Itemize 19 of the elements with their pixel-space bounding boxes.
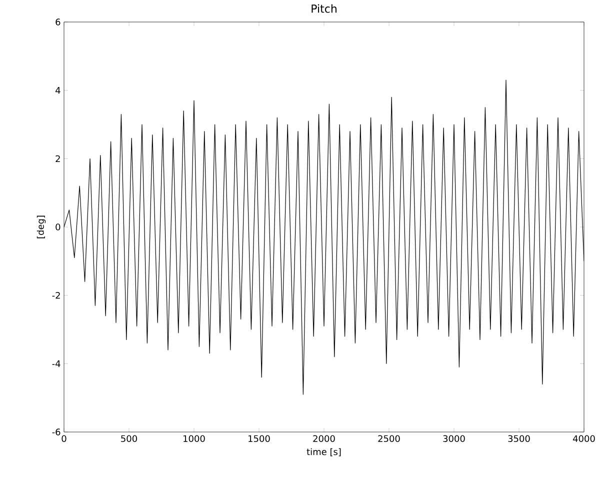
y-axis-title: [deg] (36, 216, 46, 238)
x-tick-label: 2500 (378, 435, 400, 442)
x-tick-label: 0 (62, 435, 66, 442)
x-tick-label: 2000 (313, 435, 335, 442)
chart-title: Pitch (312, 4, 336, 13)
y-tick-label: 4 (56, 87, 60, 94)
x-tick-label: 500 (121, 435, 137, 442)
y-tick-label: 0 (56, 224, 60, 230)
y-tick-label: 2 (56, 155, 60, 162)
x-tick-label: 3000 (443, 435, 465, 442)
x-axis-title: time [s] (306, 448, 341, 456)
y-tick-label: -2 (52, 292, 60, 299)
x-tick-label: 3500 (508, 435, 530, 442)
x-tick-label: 1000 (184, 435, 205, 442)
x-tick-label: 4000 (572, 435, 595, 442)
x-tick-label: 1500 (248, 435, 270, 442)
y-tick-label: -6 (52, 428, 60, 436)
y-tick-label: -4 (52, 360, 60, 367)
y-tick-label: 6 (56, 18, 60, 26)
